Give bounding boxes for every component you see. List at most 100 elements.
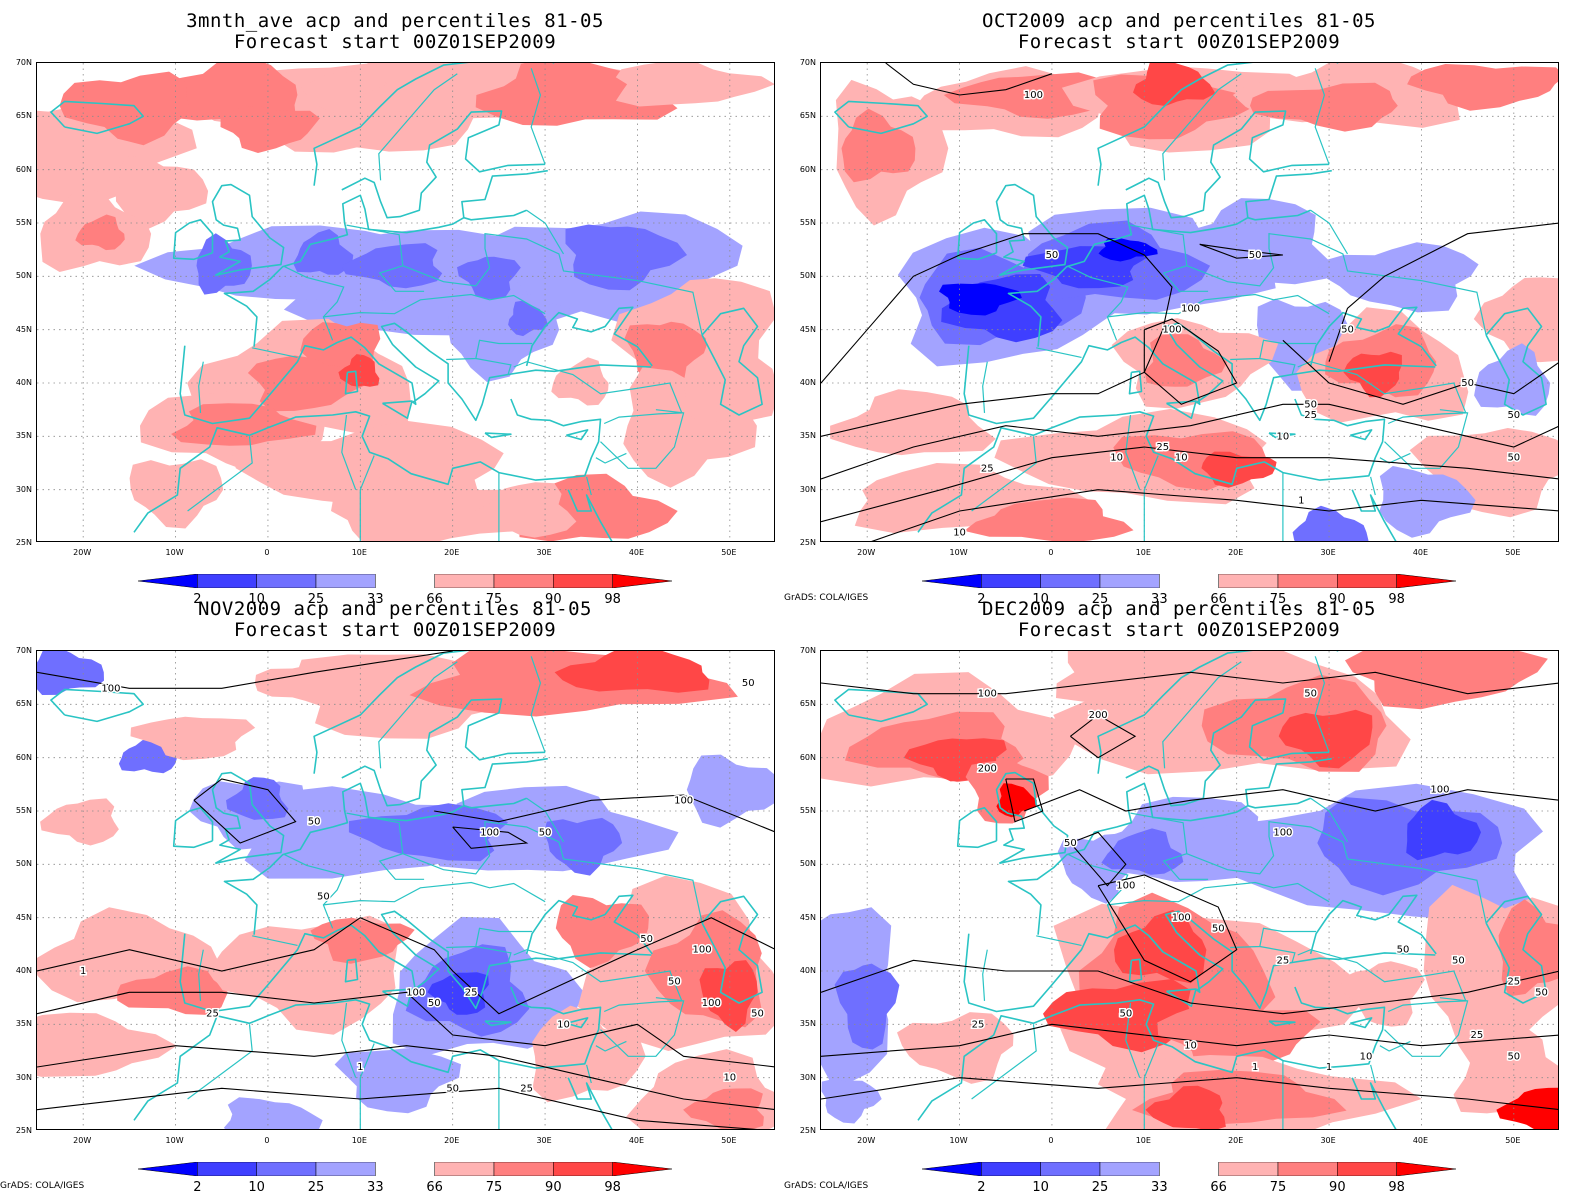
lon-tick-label: 30E [1320, 548, 1336, 557]
colorbar-label: 33 [1151, 1180, 1168, 1195]
country-border [187, 436, 253, 512]
coastline [382, 400, 413, 419]
coastline [484, 1020, 512, 1027]
coastline [701, 307, 763, 416]
colorbar-label: 66 [426, 1180, 443, 1195]
contour-line [821, 233, 1173, 437]
country-border [252, 347, 298, 358]
coastline [567, 489, 613, 541]
colorbar-segment [197, 1162, 257, 1176]
lat-tick-label: 30N [799, 484, 816, 494]
colorbar-label: 98 [1388, 592, 1405, 607]
coastline [1351, 1077, 1397, 1129]
contour-label: 50 [308, 817, 321, 828]
coastline [1247, 209, 1311, 221]
colorbar-segment [256, 574, 317, 588]
lon-tick-label: 50E [721, 548, 737, 557]
coastline [382, 988, 413, 1007]
contour-label: 10 [953, 527, 966, 538]
colorbar-segment [981, 574, 1041, 588]
colorbar-segment [1396, 574, 1456, 588]
percentile-region [683, 330, 774, 426]
coastline [995, 771, 1069, 865]
coastline [1007, 757, 1332, 935]
contour-label: 50 [1535, 987, 1548, 998]
country-border [971, 1024, 1037, 1100]
colorbar-label: 10 [1032, 592, 1049, 607]
colorbar-segment [1277, 1162, 1338, 1176]
country-border [1186, 233, 1422, 287]
colorbar-segment [256, 1162, 317, 1176]
lon-tick-label: 30E [536, 1136, 552, 1145]
colorbar-label: 25 [307, 1180, 325, 1195]
panel-title-line2: Forecast start 00Z01SEP2009 [233, 619, 557, 641]
contour-label: 25 [520, 1083, 533, 1094]
coastline [1166, 400, 1197, 419]
colorbar-segment [1099, 574, 1160, 588]
percentile-region [834, 963, 900, 1050]
contour-label: 25 [465, 987, 478, 998]
country-border [530, 68, 546, 165]
colorbar-label: 33 [367, 592, 384, 607]
lon-tick-label: 20E [444, 1136, 460, 1145]
colorbar-segment [1277, 574, 1338, 588]
contour-label: 100 [1162, 325, 1181, 336]
country-border [1421, 280, 1487, 336]
coastline [1485, 895, 1547, 1004]
contour-label: 100 [978, 689, 997, 700]
lat-tick-label: 30N [15, 1072, 32, 1082]
colorbar-label: 98 [604, 592, 621, 607]
country-border [1314, 68, 1330, 165]
country-border [637, 280, 703, 336]
colorbar-segment [493, 574, 554, 588]
colorbar-label: 98 [604, 1180, 621, 1195]
colorbar-segment [197, 574, 257, 588]
country-border [1370, 1064, 1376, 1084]
contour-label: 100 [1181, 303, 1200, 314]
lat-tick-label: 45N [799, 912, 816, 922]
percentile-region [223, 1097, 323, 1129]
lat-tick-label: 70N [15, 646, 32, 655]
country-border [1068, 854, 1129, 929]
percentile-region [448, 285, 560, 382]
percentile-region [897, 1012, 1014, 1084]
lat-tick-label: 35N [15, 1019, 32, 1029]
lat-tick-label: 55N [799, 218, 816, 227]
lat-tick-label: 25N [15, 538, 32, 547]
map-area [36, 62, 775, 542]
percentile-region [254, 659, 366, 708]
lat-tick-label: 40N [15, 966, 32, 975]
lon-tick-label: 10E [1135, 1136, 1151, 1145]
contour-label: 50 [1397, 945, 1410, 956]
country-border [1384, 997, 1469, 1057]
country-border [1259, 357, 1296, 375]
country-border [1107, 881, 1330, 906]
colorbar [922, 1162, 1456, 1176]
colorbar-segment [1337, 1162, 1397, 1176]
contour-label: 100 [1172, 913, 1191, 924]
coastline [917, 986, 1386, 1121]
colorbar-segment [922, 1162, 982, 1176]
country-border [1230, 339, 1317, 361]
contour-line [871, 489, 1558, 541]
percentile-region [555, 895, 649, 969]
colorbar-label: 90 [545, 1180, 562, 1195]
grads-credit: GrADS: COLA/IGES [0, 1181, 85, 1191]
coastline [344, 370, 359, 395]
coastline [133, 398, 602, 533]
panel-title-line1: 3mnth_ave acp and percentiles 81-05 [186, 10, 604, 32]
country-border [402, 821, 638, 875]
country-border [1068, 266, 1129, 341]
lon-tick-label: 10E [351, 1136, 367, 1145]
percentile-region [996, 783, 1037, 818]
percentile-region [1474, 343, 1551, 416]
panel-nov: NOV2009 acp and percentiles 81-05 Foreca… [0, 588, 790, 1195]
country-border [1379, 452, 1411, 464]
contour-label: 1 [80, 966, 86, 977]
percentile-region [1201, 451, 1277, 488]
country-border [600, 409, 685, 469]
colorbar-segment [981, 1162, 1041, 1176]
contour-line [1024, 789, 1558, 812]
percentile-region [964, 497, 1134, 541]
country-border [982, 361, 988, 413]
